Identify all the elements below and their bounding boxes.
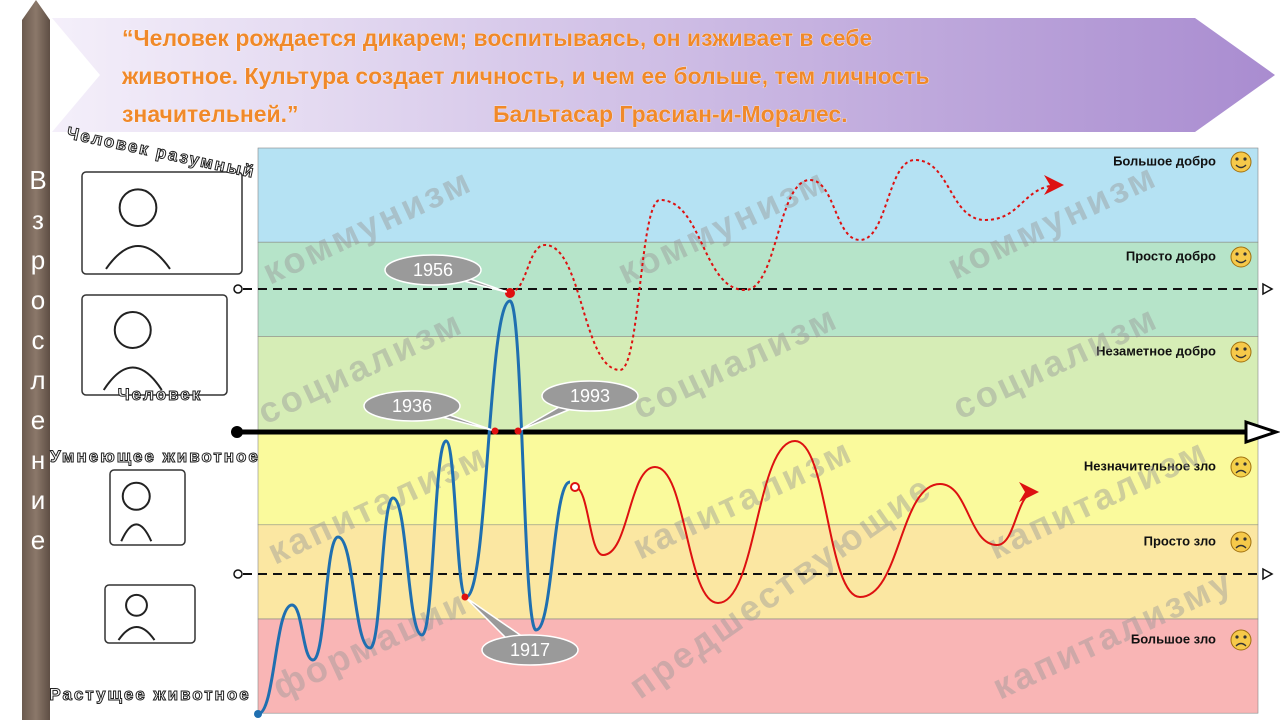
year-point [491, 427, 499, 435]
stage-label: Умнеющее животное [50, 447, 260, 466]
illustration-body [117, 626, 156, 641]
dashed-start [233, 569, 243, 579]
dashed-end [1262, 282, 1274, 296]
red-start [570, 482, 580, 492]
curve-start [254, 710, 262, 718]
callout [384, 254, 482, 286]
year-label: 1956 [413, 260, 453, 280]
year-label: 1936 [392, 396, 432, 416]
smiley-mouth [1235, 354, 1247, 359]
dashed-end [1262, 567, 1274, 581]
dashed-start [233, 284, 243, 294]
quote-banner [52, 18, 1275, 132]
smiley-eye [1243, 157, 1247, 161]
red-dotted-curve [509, 158, 1064, 372]
band [257, 618, 1259, 714]
illustration-body [102, 366, 163, 391]
smiley [1230, 341, 1252, 363]
axis-start [231, 426, 243, 438]
red-curve [574, 439, 1039, 605]
year-point [514, 427, 522, 435]
smiley-eye [1243, 462, 1247, 466]
smiley-mouth [1235, 544, 1247, 549]
year-point [506, 289, 514, 297]
illustration-head [125, 593, 148, 617]
wooden-post [22, 0, 50, 720]
year-label: 1917 [510, 640, 550, 660]
smiley-mouth [1235, 642, 1247, 647]
smiley-eye [1235, 347, 1239, 351]
smiley [1230, 531, 1252, 553]
smiley [1230, 151, 1252, 173]
smiley-mouth [1235, 469, 1247, 474]
smiley [1230, 629, 1252, 651]
smiley-mouth [1235, 259, 1247, 264]
illustration-body [105, 244, 171, 270]
smiley-mouth [1235, 164, 1247, 169]
year-point [461, 593, 469, 601]
illustration-body [120, 523, 153, 542]
smiley-eye [1243, 252, 1247, 256]
smiley-eye [1235, 157, 1239, 161]
smiley-eye [1243, 537, 1247, 541]
quote-line: значительней.” [122, 101, 299, 127]
smiley-eye [1235, 635, 1239, 639]
illustration-head [118, 188, 158, 228]
quote-line: животное. Культура создает личность, и ч… [121, 63, 930, 89]
blue-curve [257, 299, 571, 716]
axis-arrow [1244, 419, 1280, 445]
band-label: Большое добро [1113, 153, 1216, 168]
year-label: 1993 [570, 386, 610, 406]
smiley-eye [1235, 252, 1239, 256]
smiley-eye [1243, 635, 1247, 639]
band [257, 524, 1259, 620]
smiley-eye [1235, 462, 1239, 466]
smiley [1230, 246, 1252, 268]
callout [481, 634, 579, 666]
illustration-head [121, 481, 151, 511]
quote-line: “Человек рождается дикарем; воспитываясь… [122, 25, 872, 51]
band-label: Незначительное зло [1084, 458, 1216, 473]
quote-author: Бальтасар Грасиан-и-Моралес. [493, 101, 848, 127]
illustration-head [113, 311, 152, 349]
band-label: Незаметное добро [1096, 343, 1216, 358]
stage-label: Человек [118, 385, 203, 404]
smiley [1230, 456, 1252, 478]
side-axis-label: Взросление [23, 165, 53, 565]
callout [363, 390, 461, 422]
band-label: Большое зло [1131, 631, 1216, 646]
callout [541, 380, 639, 412]
band [257, 147, 1259, 243]
smiley-eye [1243, 347, 1247, 351]
band [257, 430, 1259, 526]
band-label: Просто зло [1144, 533, 1216, 548]
band-label: Просто добро [1126, 248, 1216, 263]
smiley-eye [1235, 537, 1239, 541]
stage-label: Растущее животное [49, 685, 250, 704]
